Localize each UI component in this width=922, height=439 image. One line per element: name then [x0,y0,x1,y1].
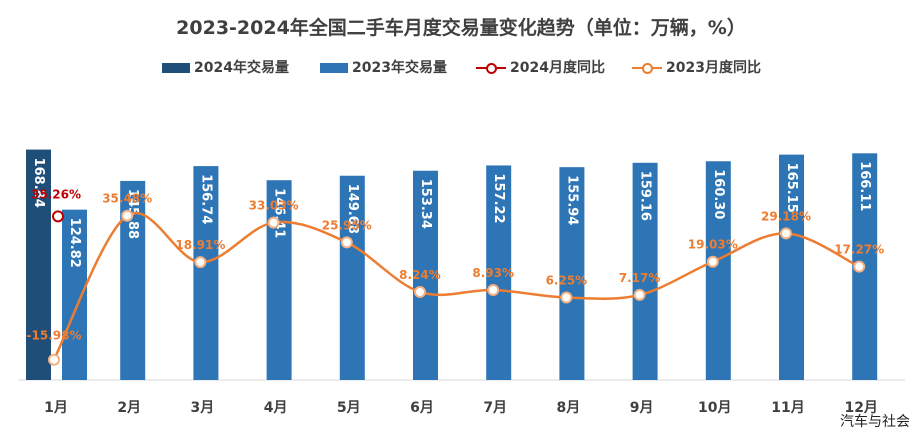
legend-swatch-2024-volume [162,63,190,73]
x-tick-label-4月: 4月 [264,400,288,416]
bar-2023-7月 [486,165,512,380]
legend-marker-2024-yoy [476,62,506,74]
bar-label-2023-6月: 153.34 [418,179,433,229]
label-2023-yoy-4月: 33.03% [249,199,299,213]
bar-2023-9月 [632,162,658,380]
bar-label-2023-5月: 149.68 [345,184,360,234]
x-tick-label-8月: 8月 [557,400,581,416]
marker-2023-yoy-1月 [48,353,60,366]
legend-label-2023-yoy: 2023月度同比 [666,60,761,76]
x-tick-label-11月: 11月 [771,400,804,416]
marker-2023-yoy-12月 [853,260,866,273]
label-2023-yoy-6月: 8.24% [399,268,441,282]
bar-label-2023-7月: 157.22 [491,173,506,223]
x-tick-label-1月: 1月 [44,400,68,416]
legend-label-2024-yoy: 2024月度同比 [510,60,605,76]
label-2023-yoy-9月: 7.17% [619,271,661,285]
watermark: 汽车与社会 [840,414,910,430]
legend-item-2023-volume: 2023年交易量 [320,58,447,78]
marker-2023-yoy-6月 [414,285,426,298]
label-2023-yoy-7月: 8.93% [472,266,514,280]
marker-2023-yoy-3月 [194,256,207,269]
bar-2023-8月 [559,167,585,380]
label-2024-yoy-1月: 35.26% [31,187,81,201]
x-tick-label-9月: 9月 [630,400,654,416]
marker-2023-yoy-4月 [267,216,280,229]
x-tick-label-2月: 2月 [117,400,141,416]
bar-label-2023-10月: 160.30 [711,169,726,219]
bar-2023-5月 [339,175,365,380]
x-tick-label-6月: 6月 [410,400,434,416]
x-tick-label-12月: 12月 [844,400,877,416]
bar-label-2023-8月: 155.94 [564,175,579,225]
bar-2023-11月 [779,154,804,380]
bar-label-2023-12月: 166.11 [857,161,872,211]
bar-label-2023-11月: 165.15 [784,163,799,213]
label-2023-yoy-8月: 6.25% [546,274,588,288]
bar-label-2023-3月: 156.74 [198,174,213,224]
label-2023-yoy-12月: 17.27% [834,243,884,257]
label-2023-yoy-2月: 35.48% [102,192,152,206]
legend-item-2024-volume: 2024年交易量 [162,58,289,78]
marker-2023-yoy-2月 [121,209,134,222]
legend-swatch-2023-volume [320,63,348,73]
bar-2023-4月 [266,180,292,380]
label-2023-yoy-10月: 19.03% [688,238,738,252]
line-2023-yoy [52,211,860,361]
bar-label-2024-1月: 168.84 [31,158,46,208]
bar-label-2023-1月: 124.82 [67,218,82,268]
bar-label-2023-9月: 159.16 [638,171,653,221]
bar-2023-6月 [413,170,438,380]
marker-2023-yoy-5月 [340,236,353,249]
legend-label-2024-volume: 2024年交易量 [194,60,289,76]
legend-marker-2023-yoy [632,62,662,74]
x-tick-label-10月: 10月 [698,400,731,416]
bar-2024-1月 [26,149,51,380]
chart-title: 2023-2024年全国二手车月度交易量变化趋势（单位：万辆，%） [176,17,746,39]
x-tick-label-3月: 3月 [191,400,215,416]
marker-2023-yoy-10月 [706,255,719,268]
legend-item-2024-yoy: 2024月度同比 [476,58,605,78]
legend-item-2023-yoy: 2023月度同比 [632,58,761,78]
label-2023-yoy-1月: -15.98% [27,329,82,343]
legend-label-2023-volume: 2023年交易量 [352,60,447,76]
marker-2023-yoy-8月 [560,291,573,304]
label-2023-yoy-11月: 29.18% [761,209,811,223]
marker-2023-yoy-7月 [487,284,500,297]
label-2023-yoy-3月: 18.91% [175,238,225,252]
marker-2024-yoy-1月 [52,210,64,223]
legend: 2024年交易量 2023年交易量 2024月度同比 2023月度同比 [0,58,922,78]
bar-2023-10月 [705,161,731,380]
x-tick-label-7月: 7月 [483,400,507,416]
marker-2023-yoy-11月 [780,227,792,240]
label-2023-yoy-5月: 25.95% [322,218,372,232]
bar-label-2023-4月: 146.41 [272,188,287,238]
bar-2023-3月 [193,166,219,380]
x-tick-label-5月: 5月 [337,400,361,416]
marker-2023-yoy-9月 [633,288,646,301]
